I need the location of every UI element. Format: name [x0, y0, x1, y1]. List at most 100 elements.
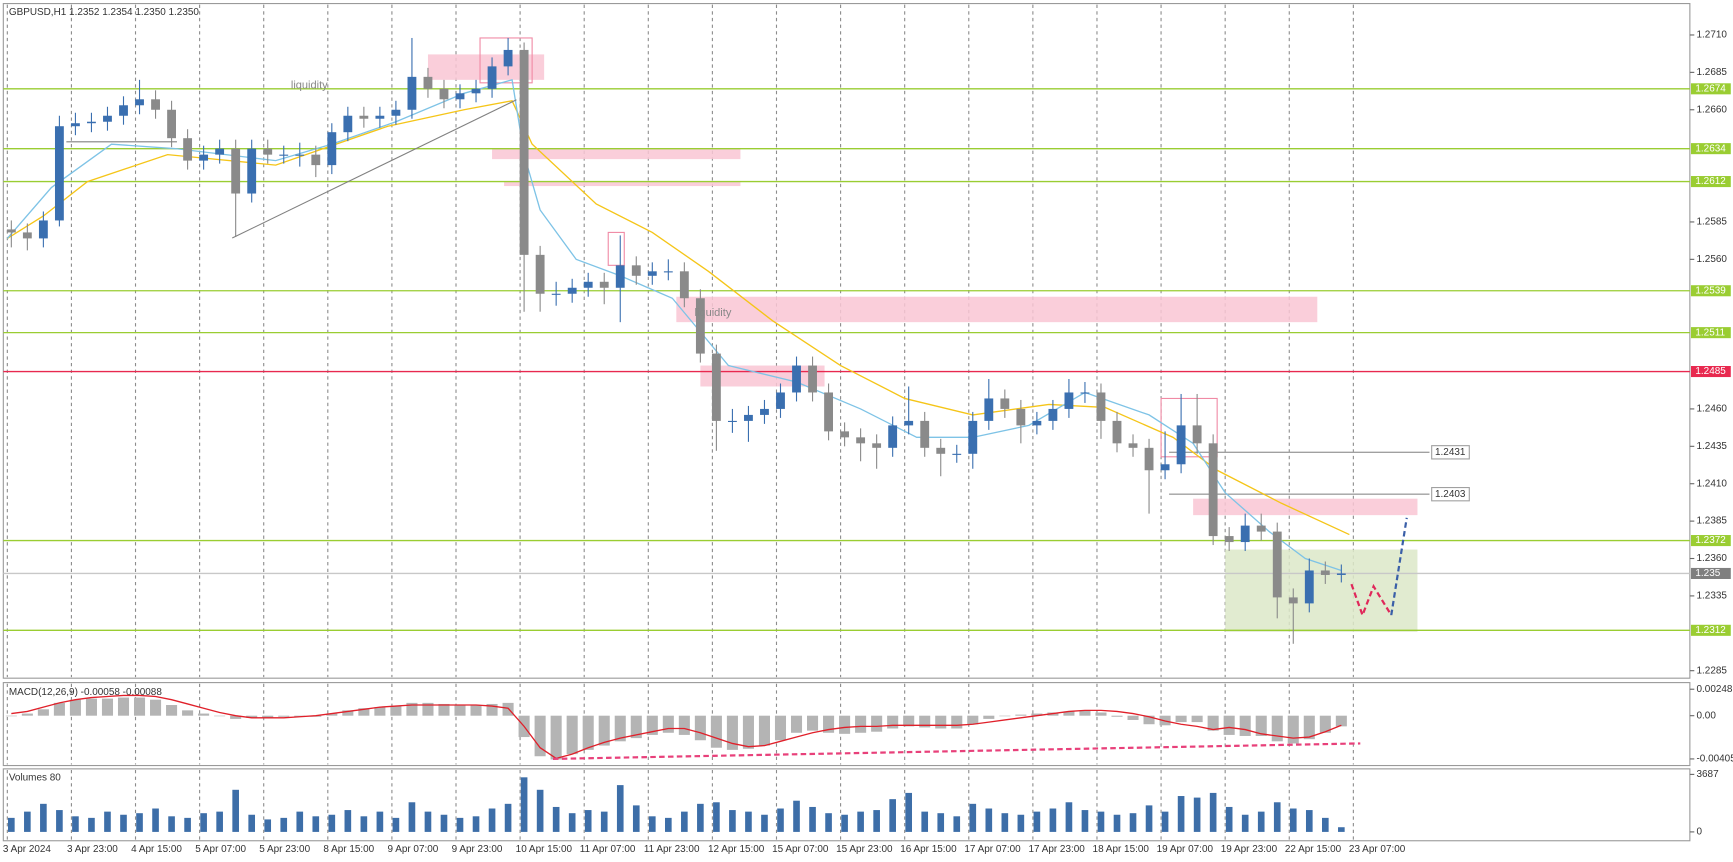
volume-bar: [104, 811, 111, 832]
volume-bar: [504, 803, 512, 832]
candle-body: [711, 353, 721, 421]
candle-body: [151, 99, 160, 110]
volume-bar: [312, 816, 320, 832]
volume-bar: [232, 789, 239, 832]
volume-bar: [1145, 805, 1153, 832]
macd-bar: [1015, 714, 1027, 716]
x-tick-label: 5 Apr 07:00: [195, 844, 246, 855]
level-label-box: [1431, 445, 1470, 460]
macd-bar: [758, 715, 770, 746]
macd-bar: [678, 715, 690, 735]
level-label: 1.2431: [1435, 447, 1466, 458]
candle-body: [87, 121, 96, 124]
candle-body: [1064, 392, 1074, 409]
volume-bar: [472, 816, 480, 832]
macd-bar: [630, 715, 642, 739]
macd-bar: [694, 715, 706, 741]
volume-bar: [632, 805, 640, 832]
macd-bar: [1143, 715, 1155, 725]
macd-bar: [1191, 715, 1203, 723]
volume-bar: [953, 816, 961, 832]
y-tick-label: 1.2360: [1697, 553, 1728, 564]
macd-signal: [11, 694, 1342, 760]
level-label-box: [1690, 327, 1731, 339]
volume-bar: [729, 810, 736, 832]
candle-body: [631, 265, 641, 276]
volume-bar: [761, 814, 768, 832]
macd-bar: [614, 715, 626, 742]
volume-bar: [616, 785, 624, 832]
candle-body: [872, 443, 882, 448]
candle-body: [343, 115, 353, 133]
level-label-box: [1690, 176, 1731, 188]
projection-up: [1390, 517, 1408, 616]
candle-body: [599, 281, 609, 288]
macd-bar: [21, 713, 33, 716]
macd-bar: [598, 715, 610, 746]
macd-bar: [502, 702, 514, 716]
macd-bar: [855, 715, 867, 733]
candle-body: [439, 88, 449, 100]
candle-body: [6, 229, 16, 233]
volume-bar: [584, 810, 592, 832]
candle-body: [1336, 573, 1346, 575]
x-tick-label: 4 Apr 15:00: [131, 844, 182, 855]
volume-bar: [8, 817, 15, 832]
candle-body: [1048, 408, 1058, 421]
candle-body: [247, 148, 257, 194]
volume-bar: [424, 811, 432, 832]
x-tick-label: 15 Apr 23:00: [836, 844, 893, 855]
volume-bar: [1241, 814, 1249, 832]
candle-body: [615, 265, 625, 288]
candle-body: [391, 109, 401, 116]
volume-bar: [1257, 811, 1265, 832]
y-tick-label: 0.00248: [1697, 684, 1733, 695]
volume-bar: [1081, 810, 1089, 832]
volume-bar: [72, 816, 79, 832]
candle-body: [1080, 392, 1090, 394]
x-tick-label: 9 Apr 23:00: [452, 844, 503, 855]
candle-body: [1144, 447, 1154, 471]
volume-bar: [1193, 797, 1201, 832]
y-tick-label: 1.2685: [1697, 67, 1728, 78]
level-label: 1.2372: [1695, 535, 1726, 546]
x-tick-label: 3 Apr 23:00: [67, 844, 118, 855]
candle-body: [423, 76, 433, 89]
candle-body: [1096, 392, 1106, 421]
panel-title: MACD(12,26,9) -0.00058 -0.00088: [9, 687, 162, 698]
volume-bar: [1033, 811, 1041, 832]
volume-bar: [1065, 802, 1073, 832]
macd-bar: [999, 715, 1011, 717]
volume-bar: [921, 811, 929, 832]
macd-bar: [358, 708, 370, 716]
volume-bar: [1161, 811, 1169, 832]
volume-bar: [1177, 796, 1185, 832]
volume-bar: [665, 817, 672, 832]
candle-body: [936, 447, 946, 454]
volume-bar: [216, 811, 223, 832]
macd-bar: [839, 715, 851, 734]
macd-bar: [5, 715, 17, 717]
y-tick-label: 1.2385: [1697, 516, 1728, 527]
candle-body: [1320, 570, 1330, 575]
symbol-header: GBPUSD,H1 1.2352 1.2354 1.2350 1.2350: [9, 7, 200, 18]
macd-bar: [133, 697, 146, 716]
volume-panel: [2, 768, 1691, 842]
zone: [492, 148, 741, 160]
volume-bar: [1209, 792, 1217, 832]
y-tick-label: 1.2560: [1697, 254, 1728, 265]
candle-body: [824, 392, 833, 432]
volume-bar: [88, 817, 95, 832]
volume-bar: [969, 803, 977, 832]
candle-body: [727, 420, 737, 422]
volume-bar: [120, 814, 127, 832]
candle-body: [22, 232, 32, 239]
volume-bar: [713, 802, 720, 832]
volume-bar: [488, 808, 496, 832]
macd-bar: [582, 715, 594, 750]
macd-bar: [951, 715, 963, 729]
y-tick-label: -0.00405: [1697, 754, 1733, 765]
volume-bar: [40, 803, 47, 832]
level-label: 1.235: [1695, 568, 1720, 579]
